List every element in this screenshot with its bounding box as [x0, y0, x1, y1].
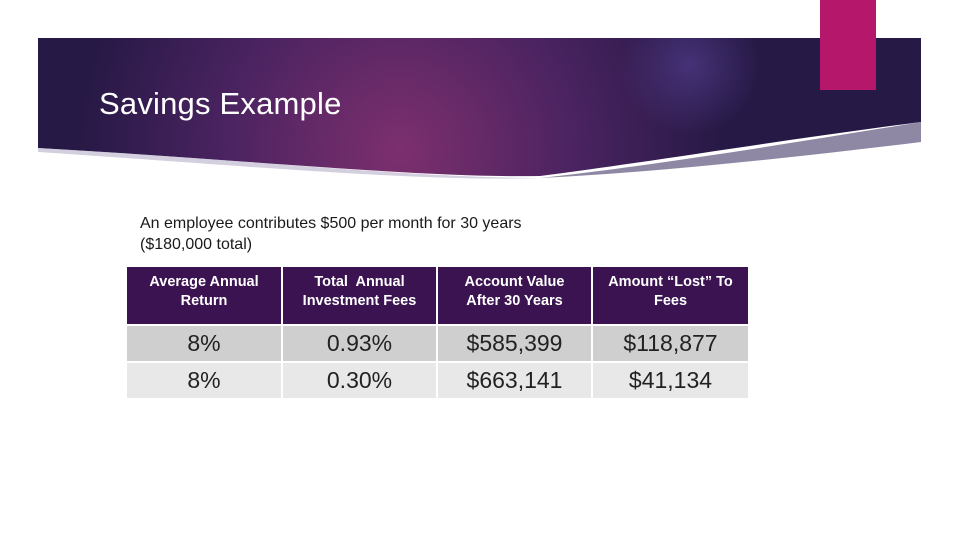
intro-text: An employee contributes $500 per month f…: [140, 213, 610, 255]
header-line: Investment Fees: [302, 293, 417, 309]
header-line: Fees: [653, 293, 688, 309]
accent-tab: [820, 0, 876, 90]
title-banner: [38, 38, 921, 179]
cell-account-value: $585,399: [437, 325, 593, 363]
header-line: Return: [180, 293, 228, 309]
cell-return: 8%: [127, 362, 283, 400]
cell-fees: 0.93%: [282, 325, 438, 363]
cell-amount-lost: $118,877: [592, 325, 748, 363]
header-account-value: Account Value After 30 Years: [437, 267, 593, 326]
cell-account-value: $663,141: [437, 362, 593, 400]
cell-fees: 0.30%: [282, 362, 438, 400]
table-row: 8% 0.30% $663,141 $41,134: [127, 362, 748, 400]
header-line: After 30 Years: [466, 293, 563, 309]
header-total-annual-fees: Total Annual Investment Fees: [282, 267, 438, 326]
table-header-row: Average Annual Return Total Annual Inves…: [127, 267, 748, 326]
header-line: Average Annual: [149, 274, 259, 290]
header-line: Total Annual: [314, 274, 405, 290]
cell-amount-lost: $41,134: [592, 362, 748, 400]
cell-return: 8%: [127, 325, 283, 363]
header-amount-lost: Amount “Lost” To Fees: [592, 267, 748, 326]
intro-line-1: An employee contributes $500 per month f…: [140, 215, 522, 232]
intro-line-2: ($180,000 total): [140, 236, 253, 253]
header-line: Account Value: [464, 274, 565, 290]
header-average-annual-return: Average Annual Return: [127, 267, 283, 326]
slide-title: Savings Example: [99, 86, 342, 121]
table-row: 8% 0.93% $585,399 $118,877: [127, 325, 748, 363]
savings-table: Average Annual Return Total Annual Inves…: [127, 267, 748, 400]
header-line: Amount “Lost” To: [608, 274, 733, 290]
